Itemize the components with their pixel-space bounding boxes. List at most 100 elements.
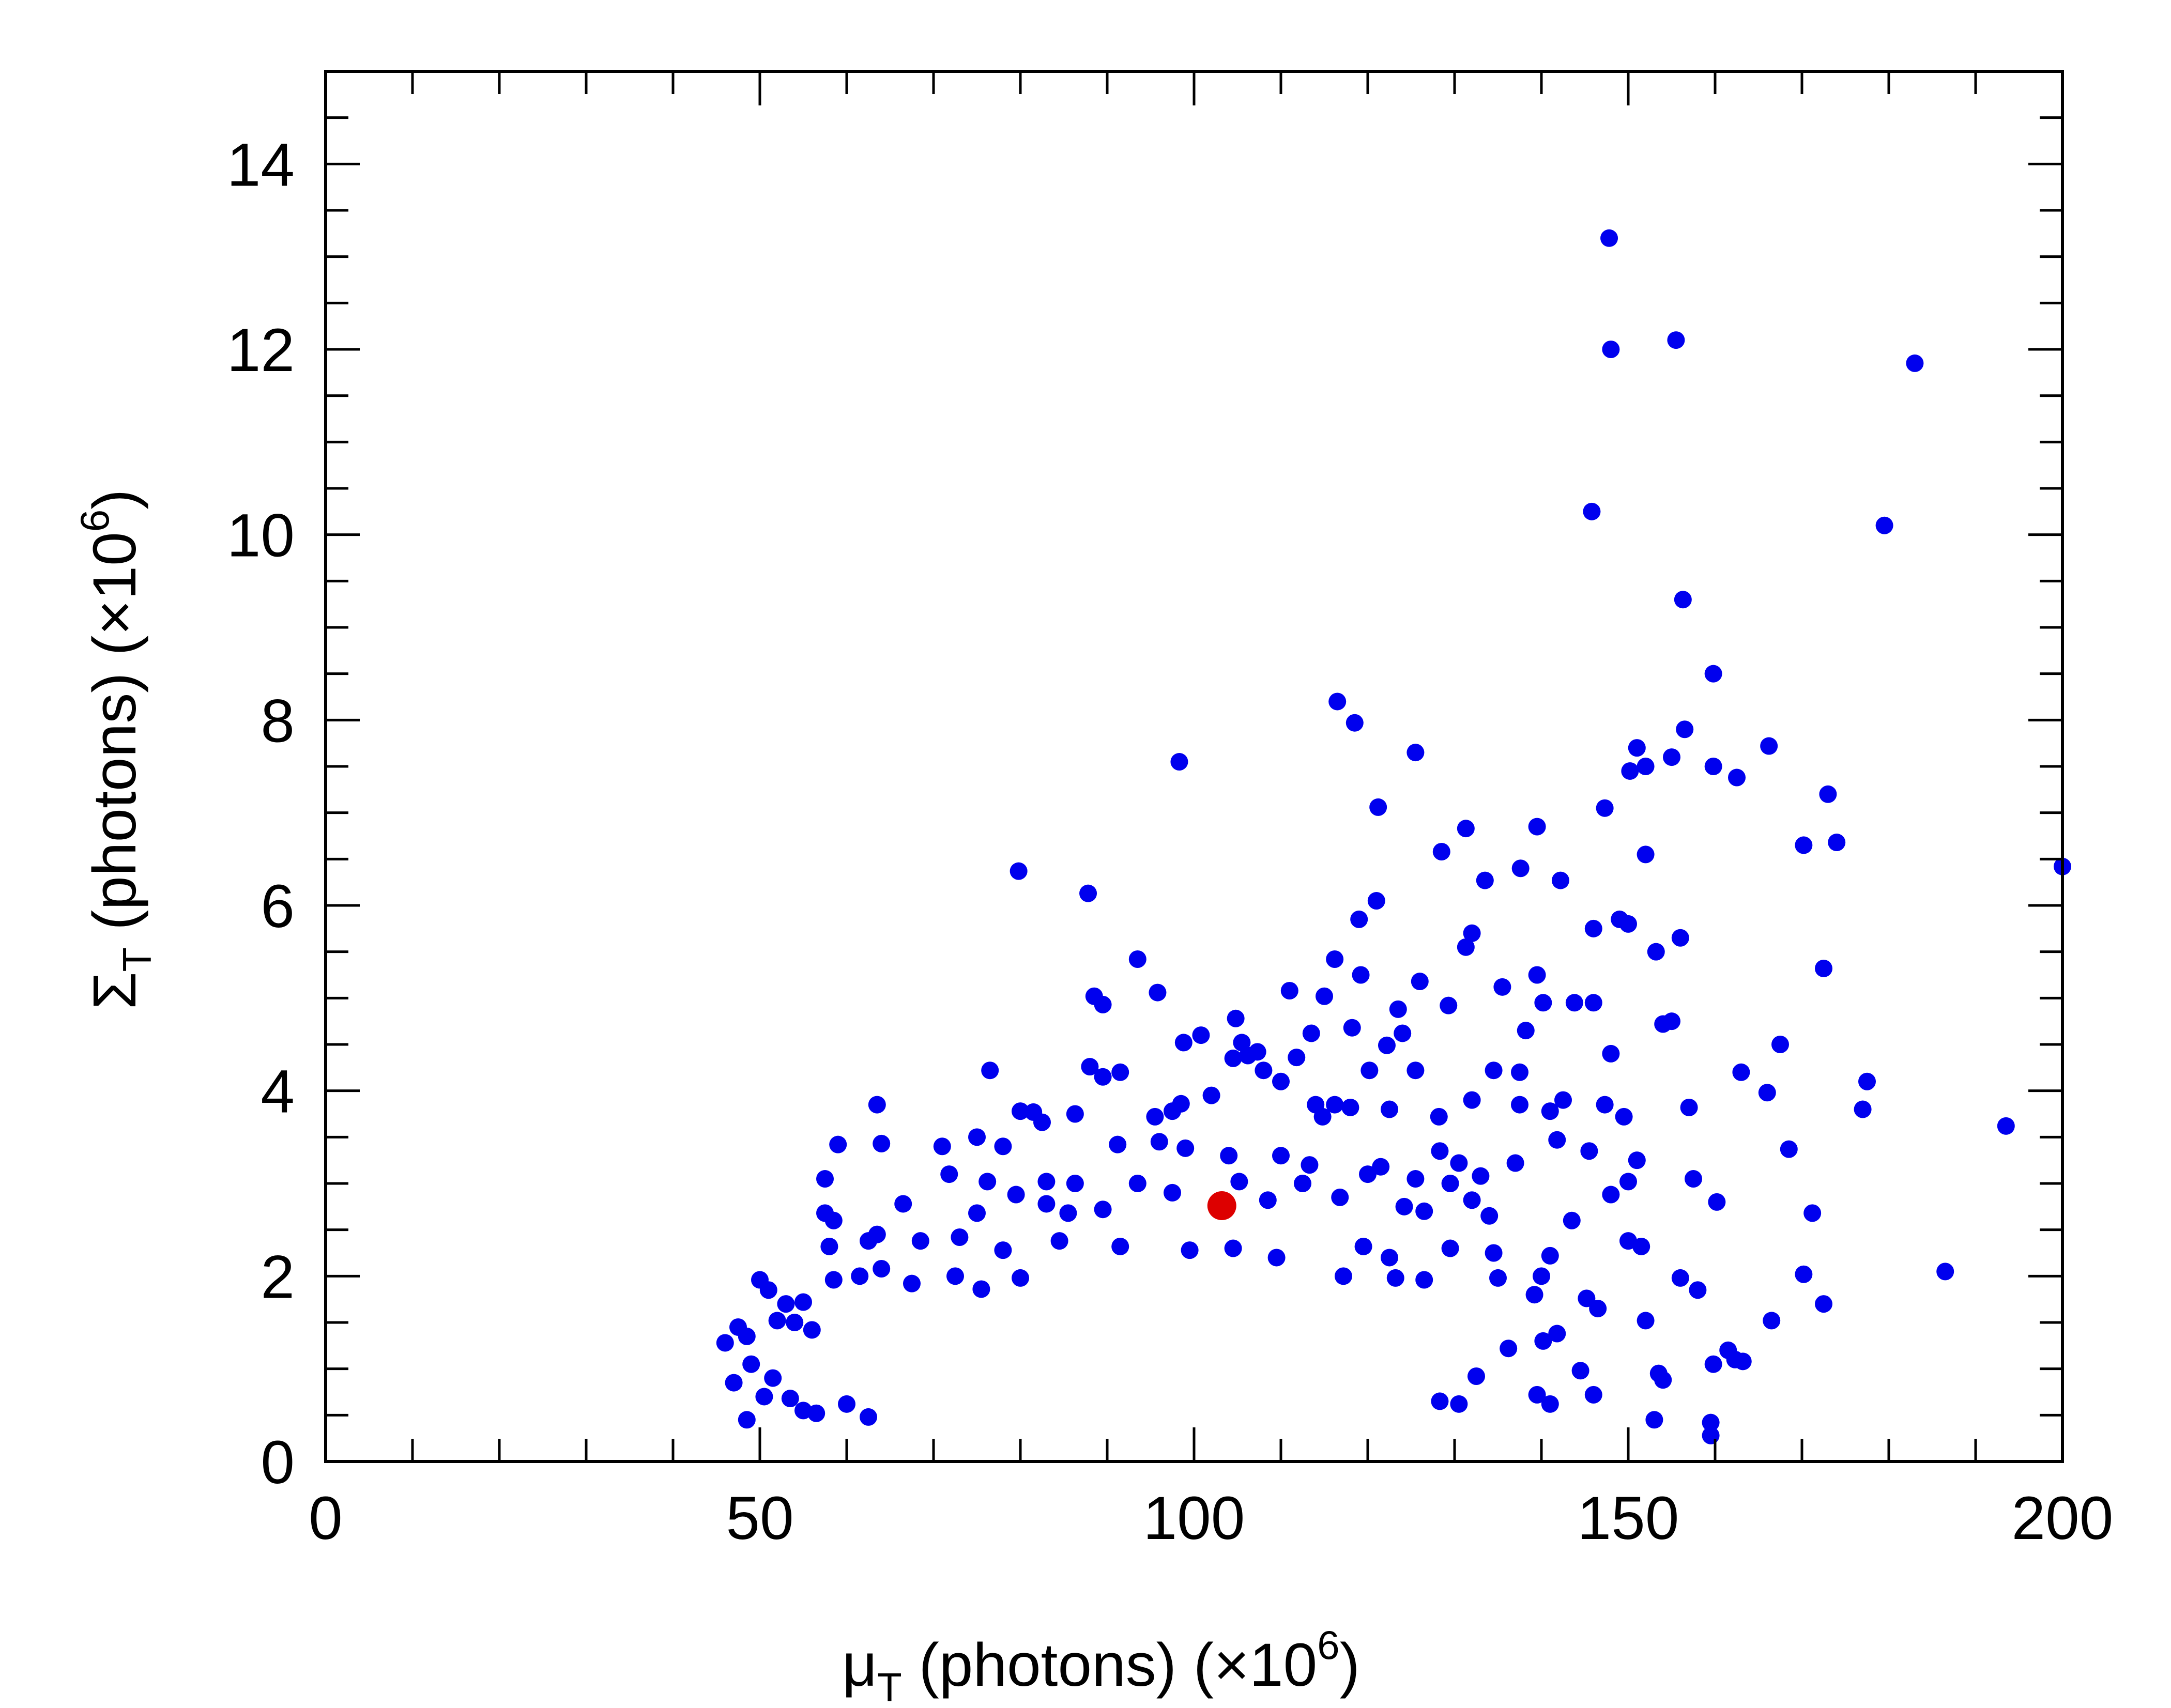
data-point: [1255, 1061, 1273, 1080]
data-point: [1472, 1167, 1490, 1185]
y-axis-title: ΣT (photons) (×106): [72, 489, 160, 1010]
data-point: [1146, 1107, 1164, 1126]
data-point: [1164, 1183, 1181, 1202]
data-point: [1663, 748, 1680, 766]
data-point: [1615, 1107, 1633, 1126]
data-point: [1758, 1084, 1776, 1102]
data-point: [1360, 1061, 1379, 1080]
data-point: [1676, 720, 1694, 738]
data-point: [903, 1274, 921, 1292]
data-point: [1506, 1154, 1524, 1172]
data-point: [1248, 1043, 1266, 1061]
data-point: [1354, 1237, 1372, 1255]
data-point: [1647, 943, 1665, 961]
y-tick-label: 6: [261, 872, 295, 941]
axes: [324, 70, 2064, 1463]
y-tick-label: 4: [261, 1058, 295, 1126]
data-point: [1815, 1295, 1832, 1313]
x-tick-label: 100: [1143, 1484, 1245, 1552]
data-point: [1294, 1175, 1311, 1192]
data-point: [1663, 1012, 1680, 1030]
data-point: [1580, 1142, 1598, 1160]
x-tick-label: 150: [1578, 1484, 1679, 1552]
data-point: [829, 1135, 847, 1153]
data-point: [1094, 1201, 1112, 1219]
data-point: [1680, 1098, 1698, 1116]
data-point: [1395, 1197, 1413, 1215]
data-point: [1600, 229, 1618, 247]
data-point: [742, 1355, 760, 1373]
y-axis-title-rest: (photons) (×10: [81, 532, 149, 947]
data-point: [1578, 1289, 1596, 1307]
data-point: [1702, 1413, 1720, 1432]
data-point: [994, 1137, 1012, 1156]
y-axis-title-sup: 6: [72, 510, 117, 532]
data-point: [816, 1170, 834, 1188]
data-point: [1128, 1175, 1146, 1192]
data-point: [1372, 1158, 1390, 1176]
data-point: [1571, 1362, 1589, 1380]
data-point: [764, 1369, 782, 1387]
data-point: [1301, 1156, 1319, 1174]
data-point: [1381, 1249, 1398, 1267]
data-point: [1628, 1151, 1646, 1170]
data-point: [1094, 1068, 1112, 1086]
data-point: [803, 1321, 821, 1339]
data-point: [1037, 1173, 1056, 1191]
data-point: [1548, 1131, 1566, 1149]
data-point: [1815, 959, 1832, 977]
data-point: [777, 1295, 795, 1313]
data-point: [1149, 983, 1167, 1002]
data-point: [820, 1237, 838, 1255]
data-point: [873, 1259, 891, 1278]
data-point: [1326, 1096, 1344, 1114]
x-axis-title: μT (photons) (×106): [842, 1622, 1360, 1705]
data-point: [1548, 1325, 1566, 1343]
data-point: [1432, 842, 1450, 860]
data-point: [1584, 919, 1602, 937]
x-axis-title-main: μ: [842, 1631, 877, 1699]
data-point: [1511, 1063, 1528, 1081]
data-point: [1702, 1426, 1720, 1444]
data-point: [1637, 1312, 1655, 1330]
data-point: [1457, 938, 1475, 956]
data-point: [1485, 1244, 1503, 1262]
data-point: [1431, 1142, 1449, 1160]
data-point: [1192, 1026, 1210, 1044]
data-point: [1704, 665, 1722, 683]
data-point: [1059, 1204, 1077, 1222]
x-axis-title-end: ): [1340, 1631, 1360, 1699]
data-point: [1094, 995, 1112, 1013]
data-point: [1936, 1263, 1954, 1281]
x-axis-title-sub: T: [877, 1665, 902, 1705]
data-point: [1202, 1086, 1220, 1104]
data-point: [738, 1327, 756, 1345]
data-point: [1685, 1170, 1702, 1188]
data-point: [1066, 1105, 1084, 1123]
data-point: [1780, 1140, 1798, 1158]
data-point: [1637, 845, 1655, 864]
data-point: [1500, 1340, 1518, 1358]
data-point: [1389, 1000, 1407, 1018]
data-point: [824, 1271, 843, 1289]
data-point: [951, 1228, 969, 1247]
data-point: [1081, 1058, 1099, 1076]
data-point: [1854, 1100, 1872, 1118]
data-point: [1621, 762, 1639, 780]
data-point: [1007, 1186, 1025, 1204]
data-point: [940, 1165, 958, 1183]
data-point: [1584, 1386, 1602, 1404]
data-point: [1728, 768, 1746, 787]
data-point: [1012, 1102, 1029, 1120]
data-point: [1828, 834, 1846, 852]
data-point: [1224, 1049, 1242, 1067]
data-point: [1525, 1286, 1543, 1304]
data-point: [1406, 1170, 1425, 1188]
data-point: [1326, 950, 1344, 968]
data-point: [716, 1334, 734, 1352]
data-point: [1674, 591, 1692, 609]
tick-labels: 0 50 100 150 200 0 2 4 6 8 10 12 14: [227, 131, 2114, 1552]
data-point: [1430, 1107, 1448, 1126]
data-point: [1463, 1091, 1481, 1109]
data-point: [1589, 1300, 1607, 1318]
